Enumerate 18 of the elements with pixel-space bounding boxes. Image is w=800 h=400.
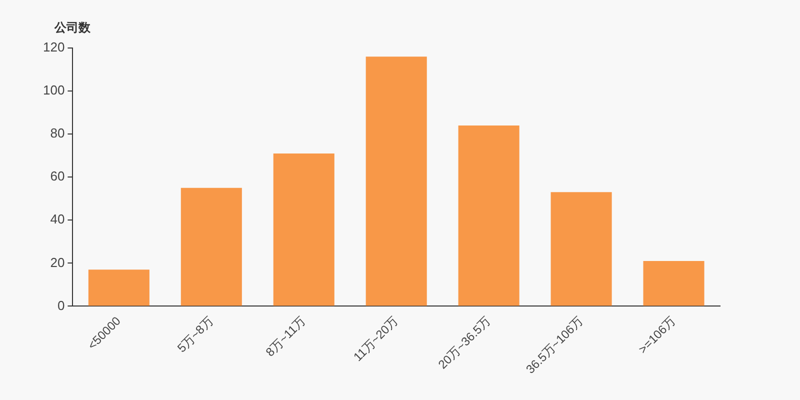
y-tick-label: 60 [50, 168, 65, 184]
y-tick-label: 120 [42, 40, 65, 55]
y-tick-label: 40 [50, 212, 65, 227]
y-tick-label: 0 [57, 298, 65, 313]
x-tick-label: 5万~8万 [174, 314, 216, 356]
y-tick-label: 20 [50, 254, 65, 270]
bar [88, 270, 150, 306]
bar [550, 192, 612, 306]
x-tick-label: 11万~20万 [350, 314, 401, 364]
bar [458, 125, 520, 306]
y-tick-label: 80 [50, 126, 65, 141]
x-tick-label: 8万~11万 [262, 314, 308, 360]
y-tick-label: 100 [42, 82, 65, 98]
bar [643, 261, 704, 306]
y-axis-title: 公司数 [54, 20, 92, 34]
bar [273, 153, 334, 306]
bar [366, 56, 427, 306]
bar [180, 188, 242, 306]
